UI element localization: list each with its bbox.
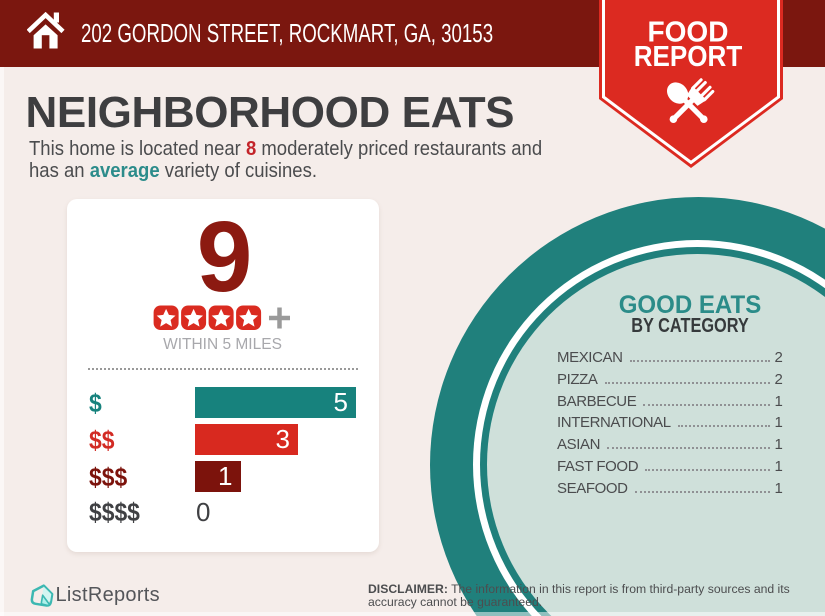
svg-text:REPORT: REPORT xyxy=(634,40,743,72)
svg-text:FOOD: FOOD xyxy=(648,15,729,47)
